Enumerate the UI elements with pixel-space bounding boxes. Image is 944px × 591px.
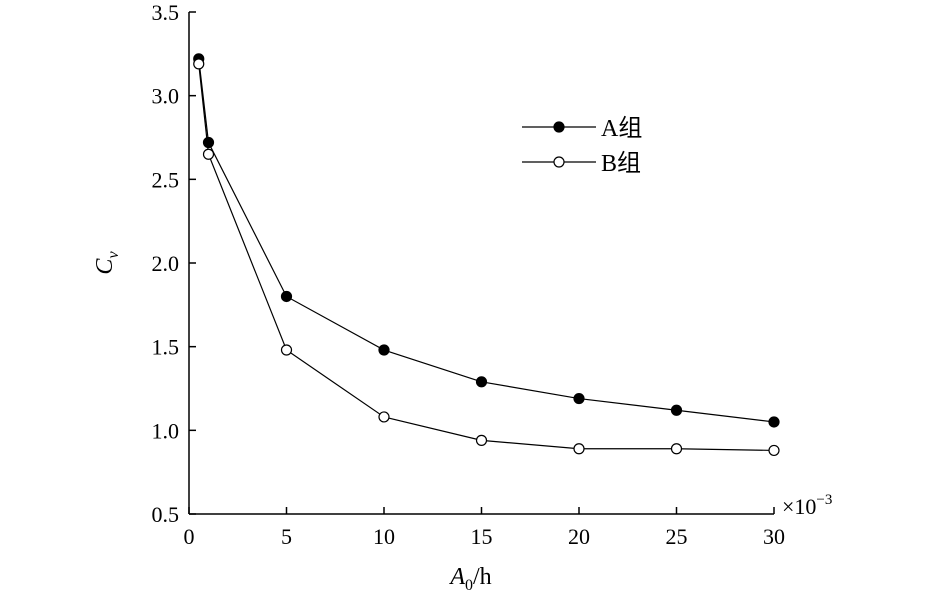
y-tick-label: 3.5 <box>152 0 180 25</box>
legend-label-2: B组 <box>601 150 641 177</box>
x-tick-label: 10 <box>373 524 395 549</box>
series-line-1 <box>198 58 775 423</box>
data-point-series-2 <box>193 58 205 70</box>
data-point-series-1 <box>670 404 683 416</box>
legend-label-1: A组 <box>601 115 642 142</box>
y-tick-label: 1.0 <box>152 418 180 443</box>
data-point-series-1 <box>475 376 488 388</box>
series-layer <box>193 53 780 457</box>
ticks: 0 5 10 15 20 25 30 0.5 1.0 1.5 2.0 2.5 3.0 3.5 <box>152 0 786 549</box>
x-tick-label: 30 <box>763 524 785 549</box>
series-line-2 <box>198 63 775 452</box>
legend: A组 B组 <box>522 115 642 177</box>
legend-marker-2 <box>553 156 565 168</box>
data-point-series-1 <box>573 392 585 405</box>
x-tick-label: 5 <box>281 524 292 549</box>
y-tick-label: 2.5 <box>152 167 180 192</box>
data-point-series-2 <box>670 443 683 455</box>
x-multiplier-label: ×10−3 <box>782 492 832 519</box>
y-axis-title: Cv <box>92 251 122 275</box>
legend-marker-1 <box>553 121 565 133</box>
data-point-series-2 <box>202 148 215 160</box>
data-point-series-1 <box>280 290 293 303</box>
y-tick-label: 1.5 <box>152 335 180 360</box>
data-point-series-2 <box>768 444 780 457</box>
data-point-series-1 <box>378 344 390 356</box>
data-point-series-2 <box>475 434 488 446</box>
x-axis-title: A0/h <box>448 564 491 591</box>
data-point-series-2 <box>573 443 585 455</box>
x-tick-label: 25 <box>666 524 688 549</box>
data-point-series-1 <box>768 416 780 428</box>
y-tick-label: 3.0 <box>152 84 180 109</box>
x-tick-label: 20 <box>568 524 590 549</box>
data-point-series-2 <box>280 344 293 356</box>
x-tick-label: 15 <box>471 524 493 549</box>
y-tick-label: 2.0 <box>152 251 180 276</box>
data-point-series-2 <box>378 411 390 423</box>
x-tick-label: 0 <box>184 524 195 549</box>
y-tick-label: 0.5 <box>152 502 180 527</box>
data-point-series-1 <box>202 136 215 149</box>
